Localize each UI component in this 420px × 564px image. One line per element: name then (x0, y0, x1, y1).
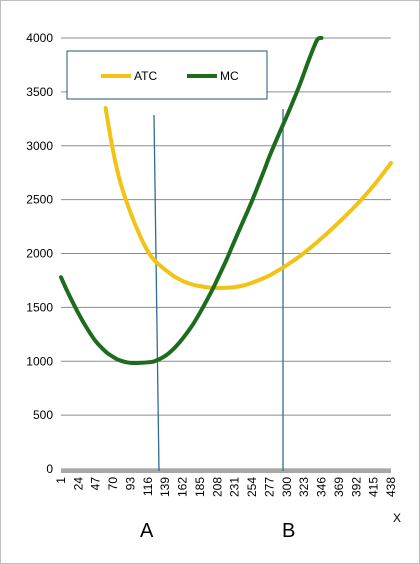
marker-label-b: B (282, 520, 295, 542)
legend-label-atc: ATC (134, 69, 157, 83)
x-tick-label: 47 (89, 477, 103, 491)
vertical-lines-layer (153, 109, 284, 472)
x-tick-label: 1 (54, 477, 68, 484)
legend-box (66, 50, 268, 100)
x-tick-label: 231 (228, 477, 242, 497)
x-tick-label: 438 (384, 477, 398, 497)
y-tick-label: 0 (46, 462, 53, 476)
x-tick-label: 277 (262, 477, 276, 497)
y-tick-label: 1000 (26, 354, 53, 368)
x-tick-label: 24 (71, 477, 85, 491)
series-line-mc (59, 35, 324, 366)
x-tick-label: 254 (245, 477, 259, 497)
x-tick-label: 93 (123, 477, 137, 491)
x-tick-label: 392 (349, 477, 363, 497)
axis-layer: 0 500 1000 1500 2000 2500 3000 3500 4000 1 24 47 70 9… (26, 31, 398, 497)
vertical-line-a (153, 114, 160, 472)
y-tick-label: 3500 (26, 85, 53, 99)
x-tick-label: 369 (332, 477, 346, 497)
x-tick-label: 116 (141, 477, 155, 496)
y-tick-label: 500 (33, 408, 53, 422)
x-tick-label: 162 (176, 477, 190, 497)
x-axis-line (61, 469, 391, 473)
y-tick-label: 2500 (26, 193, 53, 207)
x-tick-label: 323 (297, 477, 311, 497)
series-line-atc (103, 106, 393, 291)
legend: ATC MC (66, 50, 268, 100)
x-tick-label: 300 (280, 477, 294, 497)
x-axis-label: X (393, 511, 401, 525)
x-tick-label: 415 (367, 477, 381, 497)
y-tick-label: 2000 (26, 247, 53, 261)
x-tick-label: 70 (106, 477, 120, 491)
x-tick-label: 185 (193, 477, 207, 497)
x-tick-label: 139 (158, 477, 172, 497)
grid-layer (61, 37, 391, 470)
x-tick-label: 346 (315, 477, 329, 497)
legend-label-mc: MC (220, 69, 239, 83)
series-layer (59, 35, 393, 366)
x-tick-label: 208 (210, 477, 224, 497)
y-tick-label: 1500 (26, 300, 53, 314)
y-tick-label: 3000 (26, 139, 53, 153)
marker-label-a: A (140, 520, 154, 542)
y-tick-label: 4000 (26, 31, 53, 45)
